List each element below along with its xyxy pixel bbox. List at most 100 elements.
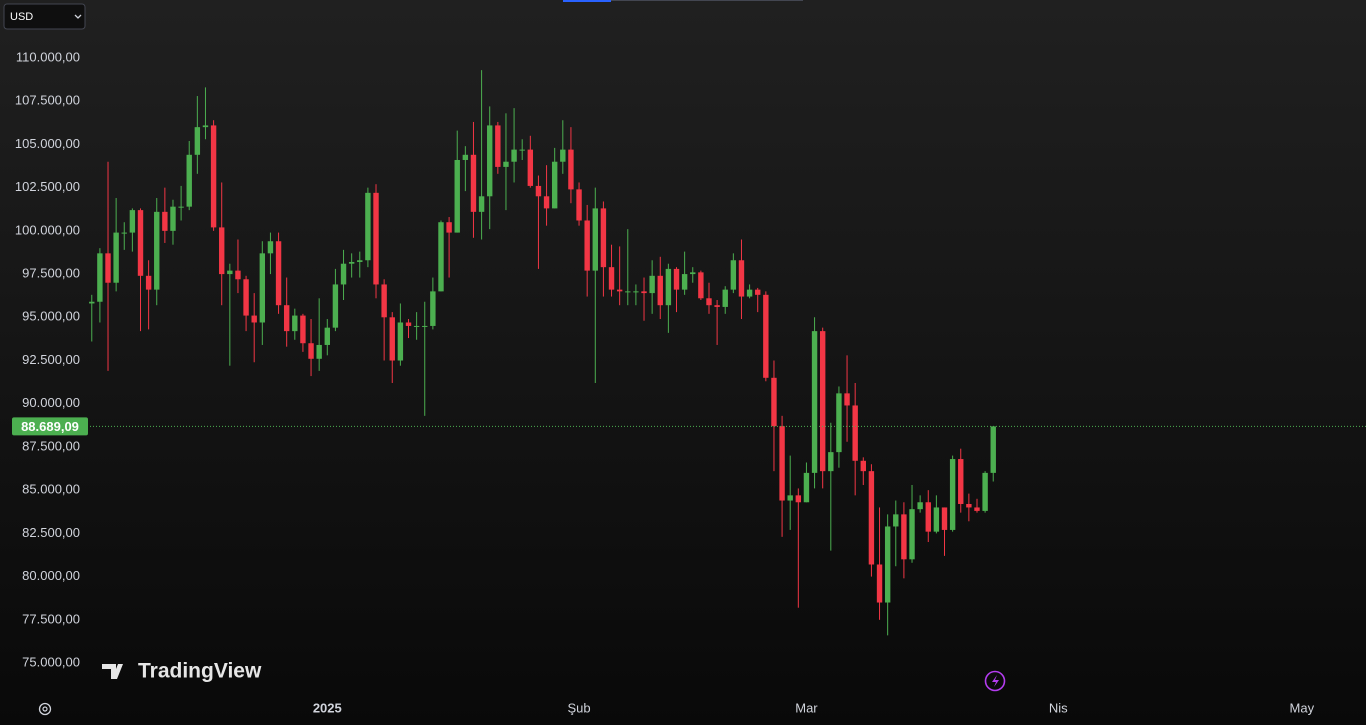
candle-body xyxy=(422,325,428,327)
candle-body xyxy=(511,149,517,162)
candle-body xyxy=(909,509,915,560)
candle-body xyxy=(568,149,574,190)
candle-body xyxy=(194,127,201,155)
candle-body xyxy=(779,426,785,501)
y-tick-label: 77.500,00 xyxy=(22,611,80,626)
candle-body xyxy=(706,298,712,306)
candle-body xyxy=(730,260,737,290)
candle-body xyxy=(551,161,558,209)
settings-icon[interactable] xyxy=(38,702,52,716)
candle-body xyxy=(657,275,663,306)
candle-body xyxy=(324,327,330,345)
candle-body xyxy=(982,472,988,511)
candle-body xyxy=(275,241,282,306)
currency-box[interactable] xyxy=(3,3,86,30)
y-tick-label: 102.500,00 xyxy=(15,179,80,194)
candle-body xyxy=(771,377,777,427)
y-tick-label: 90.000,00 xyxy=(22,395,80,410)
candle-body xyxy=(722,289,728,307)
candle-body xyxy=(941,507,948,530)
candle-body xyxy=(373,192,379,285)
candle-body xyxy=(340,263,347,285)
candle-body xyxy=(876,564,883,603)
candle-body xyxy=(503,161,509,167)
candle-body xyxy=(283,305,290,332)
candle-body xyxy=(227,270,233,275)
candle-body xyxy=(576,189,582,221)
candle-body xyxy=(884,526,891,603)
candle-body xyxy=(974,507,980,511)
candle-body xyxy=(625,291,631,293)
y-tick-label: 95.000,00 xyxy=(22,309,80,324)
x-tick-label: 2025 xyxy=(313,700,342,715)
candle-body xyxy=(267,241,274,254)
candle-body xyxy=(308,343,314,359)
settings-center[interactable] xyxy=(42,706,48,712)
lightning-bolt[interactable] xyxy=(992,675,999,687)
candle-body xyxy=(348,261,355,264)
candle-body xyxy=(852,405,858,461)
candle-body xyxy=(97,253,103,302)
candle-body xyxy=(446,222,452,233)
candle-body xyxy=(714,305,720,307)
candle-body xyxy=(145,275,152,290)
candle-body xyxy=(105,253,111,283)
y-tick-label: 80.000,00 xyxy=(22,568,80,583)
candle-body xyxy=(186,154,192,207)
candle-body xyxy=(746,289,753,297)
candle-body xyxy=(828,452,834,472)
currency-select[interactable]: USD xyxy=(3,3,86,30)
candle-body xyxy=(738,260,745,297)
candle-body xyxy=(925,502,931,532)
candle-body xyxy=(478,196,485,212)
y-tick-label: 82.500,00 xyxy=(22,525,80,540)
candle-body xyxy=(300,315,306,344)
watermark-text: TradingView xyxy=(138,660,262,683)
candle-body xyxy=(121,232,127,234)
candle-body xyxy=(893,514,899,527)
candle-body xyxy=(584,220,590,271)
tab-indicator xyxy=(563,0,611,2)
dropdown-arrow[interactable] xyxy=(74,14,82,19)
candle-body xyxy=(365,192,371,261)
candle-body xyxy=(210,125,217,228)
candle-body xyxy=(933,507,940,532)
candle-body xyxy=(462,154,469,160)
y-tick-label: 110.000,00 xyxy=(16,49,80,64)
candle-body xyxy=(819,331,826,472)
candle-body xyxy=(389,317,395,361)
candle-body xyxy=(836,393,842,453)
candle-body xyxy=(868,471,875,565)
y-tick-label: 97.500,00 xyxy=(22,266,80,281)
tab-track xyxy=(611,0,803,1)
candle-body xyxy=(673,268,680,290)
candle-body xyxy=(202,125,209,128)
x-tick-label: Şub xyxy=(567,700,590,715)
candle-body xyxy=(844,393,850,406)
y-tick-label: 107.500,00 xyxy=(15,93,80,108)
last-price-box xyxy=(12,417,88,436)
candle-body xyxy=(519,149,525,151)
candle-body xyxy=(243,279,249,316)
lightning-icon[interactable] xyxy=(984,670,1006,692)
candle-body xyxy=(755,289,761,295)
candle-body xyxy=(332,284,339,328)
candle-body xyxy=(698,272,704,299)
candle-body xyxy=(560,149,566,162)
candle-body xyxy=(690,272,696,275)
currency-label[interactable]: USD xyxy=(10,11,33,23)
candle-body xyxy=(763,294,769,378)
candle-body xyxy=(608,267,615,290)
logo-icon xyxy=(102,664,123,679)
candle-body xyxy=(219,227,225,275)
candle-body xyxy=(787,495,793,501)
candle-body xyxy=(178,206,184,208)
candle-body xyxy=(665,268,672,306)
candle-body xyxy=(803,472,810,503)
settings-gear[interactable] xyxy=(38,702,52,716)
candle-body xyxy=(990,426,996,473)
lightning-circle[interactable] xyxy=(984,670,1006,692)
